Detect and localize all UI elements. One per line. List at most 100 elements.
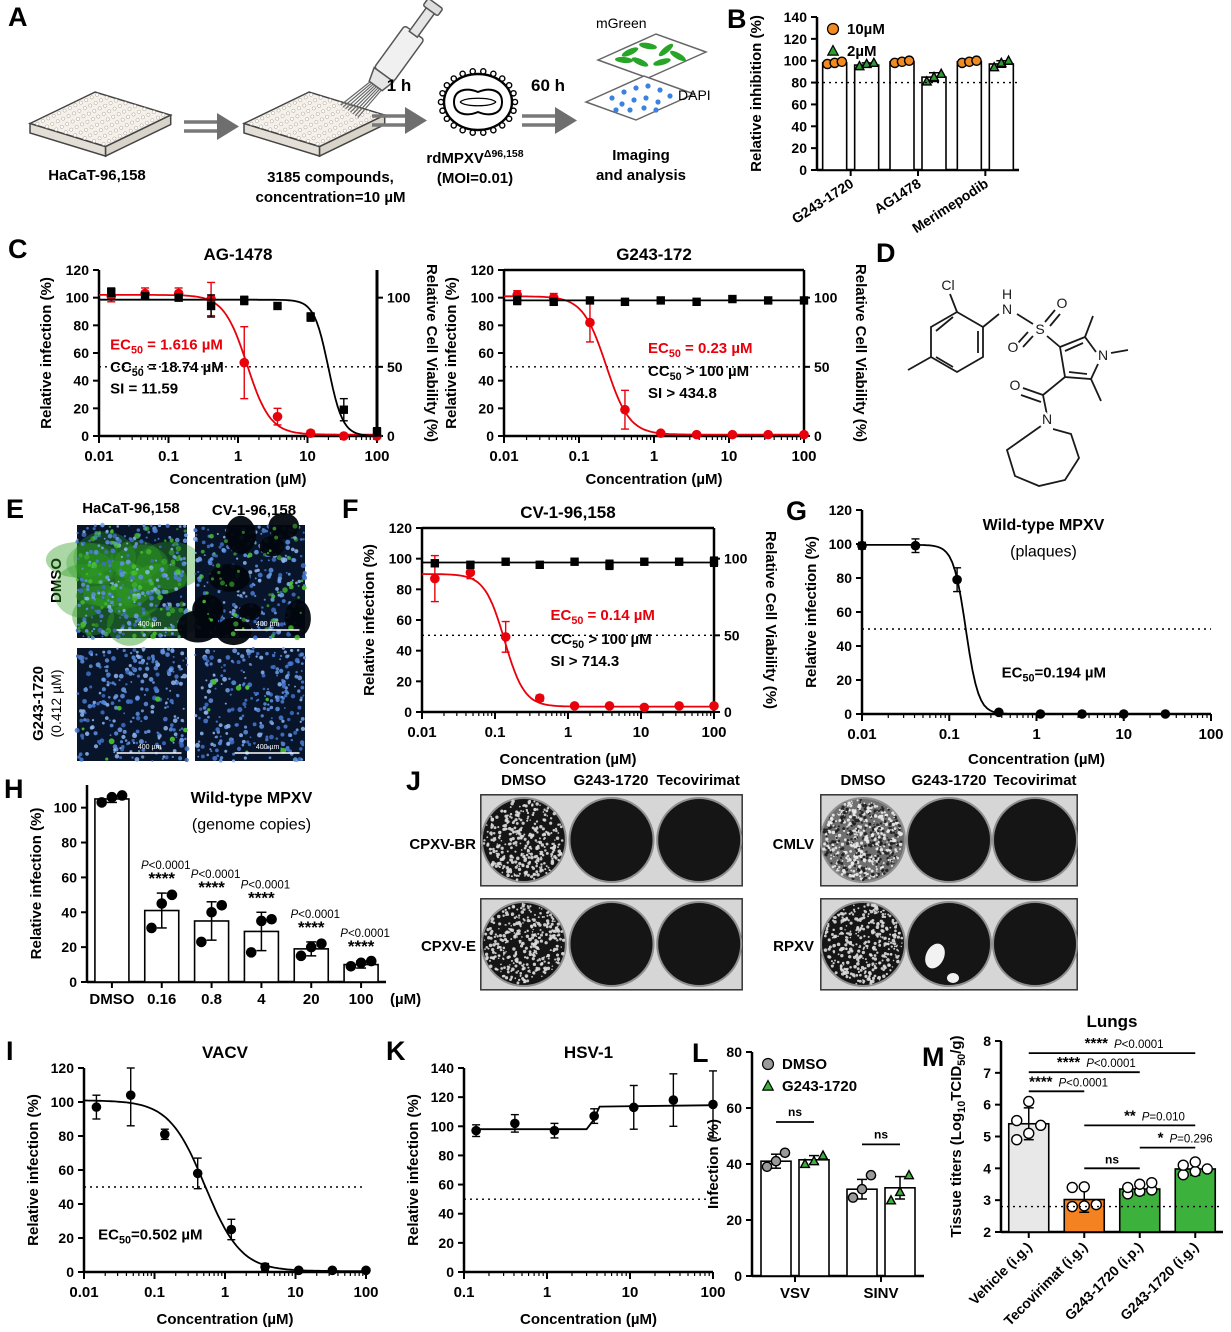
svg-text:120: 120 xyxy=(431,1089,455,1105)
svg-text:CC50 > 100 µM: CC50 > 100 µM xyxy=(550,631,651,651)
svg-text:N: N xyxy=(1002,301,1012,317)
panel-d-label: D xyxy=(876,238,896,268)
svg-text:0.1: 0.1 xyxy=(144,1284,165,1301)
svg-text:1: 1 xyxy=(650,448,658,465)
svg-text:80: 80 xyxy=(791,75,807,91)
svg-text:20: 20 xyxy=(73,400,89,416)
col-header-hacat: HaCaT-96,158 xyxy=(82,500,180,517)
svg-text:60: 60 xyxy=(73,345,89,361)
svg-text:20: 20 xyxy=(791,140,807,156)
svg-text:0: 0 xyxy=(844,706,852,722)
svg-text:0.01: 0.01 xyxy=(407,724,436,741)
svg-text:0: 0 xyxy=(404,704,412,720)
svg-text:0.01: 0.01 xyxy=(489,448,518,465)
arrow-icon xyxy=(522,107,577,134)
svg-text:100: 100 xyxy=(471,290,495,306)
svg-text:P=0.296: P=0.296 xyxy=(1170,1134,1213,1146)
row-label-g243-line2: (0.412 µM) xyxy=(48,669,64,738)
svg-text:****: **** xyxy=(1029,1073,1053,1090)
svg-text:10: 10 xyxy=(287,1284,304,1301)
svg-text:Relative infection (%): Relative infection (%) xyxy=(405,1094,422,1246)
svg-text:80: 80 xyxy=(73,317,89,333)
svg-text:Concentration (µM): Concentration (µM) xyxy=(157,1311,294,1328)
svg-text:2: 2 xyxy=(983,1224,991,1240)
svg-text:EC50 = 1.616 µM: EC50 = 1.616 µM xyxy=(110,337,223,357)
chart-lung-titers: 2 3 4 5 6 7 8 Tissue titers (Log10TCID50/g) Lung… xyxy=(948,1012,1223,1329)
svg-text:80: 80 xyxy=(438,1147,454,1163)
svg-text:****: **** xyxy=(1057,1054,1081,1071)
svg-text:400 µm: 400 µm xyxy=(256,621,280,628)
svg-text:60: 60 xyxy=(438,1177,454,1193)
svg-text:AG-1478: AG-1478 xyxy=(204,245,273,264)
svg-text:60: 60 xyxy=(836,604,852,620)
svg-text:P<0.0001: P<0.0001 xyxy=(241,879,291,891)
svg-text:60: 60 xyxy=(726,1100,742,1116)
svg-text:0: 0 xyxy=(69,974,77,990)
svg-text:EC50 = 0.23 µM: EC50 = 0.23 µM xyxy=(648,340,752,360)
chart-vsv-sinv: 0 20 40 60 80 Infection (%) DMSO G243-1720 VSV SI… xyxy=(705,1044,924,1302)
svg-text:0: 0 xyxy=(814,428,822,444)
svg-text:P<0.0001: P<0.0001 xyxy=(141,860,191,872)
svg-text:80: 80 xyxy=(58,1128,74,1144)
svg-text:(plaques): (plaques) xyxy=(1010,544,1077,561)
compound-plate-pipette-icon xyxy=(241,0,443,158)
dapi-label: DAPI xyxy=(678,87,711,103)
svg-text:HSV-1: HSV-1 xyxy=(564,1043,613,1062)
svg-text:ns: ns xyxy=(874,1127,888,1141)
svg-text:40: 40 xyxy=(726,1156,742,1172)
chart-cv1-dose-response: 0 20 40 60 80 100 120 0 50 100 0.01 0.1 1 10 100 Concen… xyxy=(361,503,779,768)
svg-text:40: 40 xyxy=(73,373,89,389)
svg-text:Relative infection (%): Relative infection (%) xyxy=(361,544,378,696)
svg-text:P<0.0001: P<0.0001 xyxy=(1086,1058,1136,1070)
svg-text:Relative infection (%): Relative infection (%) xyxy=(443,277,460,429)
svg-text:100: 100 xyxy=(389,551,413,567)
svg-text:G243-172: G243-172 xyxy=(616,245,692,264)
panel-a-label: A xyxy=(8,2,28,32)
col-header-cv1: CV-1-96,158 xyxy=(211,502,297,519)
svg-text:60: 60 xyxy=(478,345,494,361)
svg-text:5: 5 xyxy=(983,1129,991,1145)
panel-m-label: M xyxy=(922,1042,945,1072)
svg-text:Relative Cell Viability (%): Relative Cell Viability (%) xyxy=(762,531,779,709)
svg-text:6: 6 xyxy=(983,1097,991,1113)
svg-text:0.1: 0.1 xyxy=(454,1284,475,1301)
svg-text:40: 40 xyxy=(478,373,494,389)
svg-text:0.1: 0.1 xyxy=(485,724,506,741)
svg-text:0: 0 xyxy=(387,428,395,444)
plaque-headers-left: DMSO G243-1720 Tecovirimat xyxy=(480,772,742,789)
svg-text:20: 20 xyxy=(61,939,77,955)
svg-text:0.1: 0.1 xyxy=(569,448,590,465)
svg-text:4: 4 xyxy=(257,991,266,1008)
svg-text:Relative infection (%): Relative infection (%) xyxy=(803,536,820,688)
svg-text:7: 7 xyxy=(983,1065,991,1081)
arrow-icon xyxy=(184,113,239,140)
svg-text:100: 100 xyxy=(1198,726,1223,743)
svg-text:140: 140 xyxy=(431,1060,455,1076)
plaque-assay-left xyxy=(480,794,743,991)
plaque-assay-right xyxy=(820,794,1078,991)
svg-text:Concentration (µM): Concentration (µM) xyxy=(170,471,307,488)
svg-text:0: 0 xyxy=(724,704,732,720)
row-label-g243: G243-1720 (0.412 µM) xyxy=(30,645,65,762)
svg-text:Tissue titers (Log10TCID50/g): Tissue titers (Log10TCID50/g) xyxy=(948,1035,968,1237)
svg-text:10: 10 xyxy=(622,1284,639,1301)
svg-text:40: 40 xyxy=(791,118,807,134)
panel-b-label: B xyxy=(727,4,747,34)
atom-labels: Cl H N S O O N O N xyxy=(939,275,1111,430)
svg-text:Relative infection (%): Relative infection (%) xyxy=(38,277,55,429)
svg-text:Concentration (µM): Concentration (µM) xyxy=(520,1311,657,1328)
panel-j-label: J xyxy=(406,766,422,796)
svg-text:100: 100 xyxy=(701,724,726,741)
chart-relative-inhibition: 0 20 40 60 80 100 120 140 Relative inhibition (%… xyxy=(748,9,1019,236)
svg-text:P=0.010: P=0.010 xyxy=(1142,1111,1185,1123)
panel-h-label: H xyxy=(4,774,24,804)
mgreen-label: mGreen xyxy=(596,15,647,31)
svg-text:60: 60 xyxy=(396,612,412,628)
imaging-caption: Imaging and analysis xyxy=(595,147,687,184)
svg-text:20: 20 xyxy=(726,1212,742,1228)
svg-text:EC50=0.194 µM: EC50=0.194 µM xyxy=(1002,664,1106,684)
svg-text:400 µm: 400 µm xyxy=(138,621,162,628)
svg-text:8: 8 xyxy=(983,1033,991,1049)
svg-text:120: 120 xyxy=(389,520,413,536)
svg-text:400 µm: 400 µm xyxy=(138,744,162,751)
